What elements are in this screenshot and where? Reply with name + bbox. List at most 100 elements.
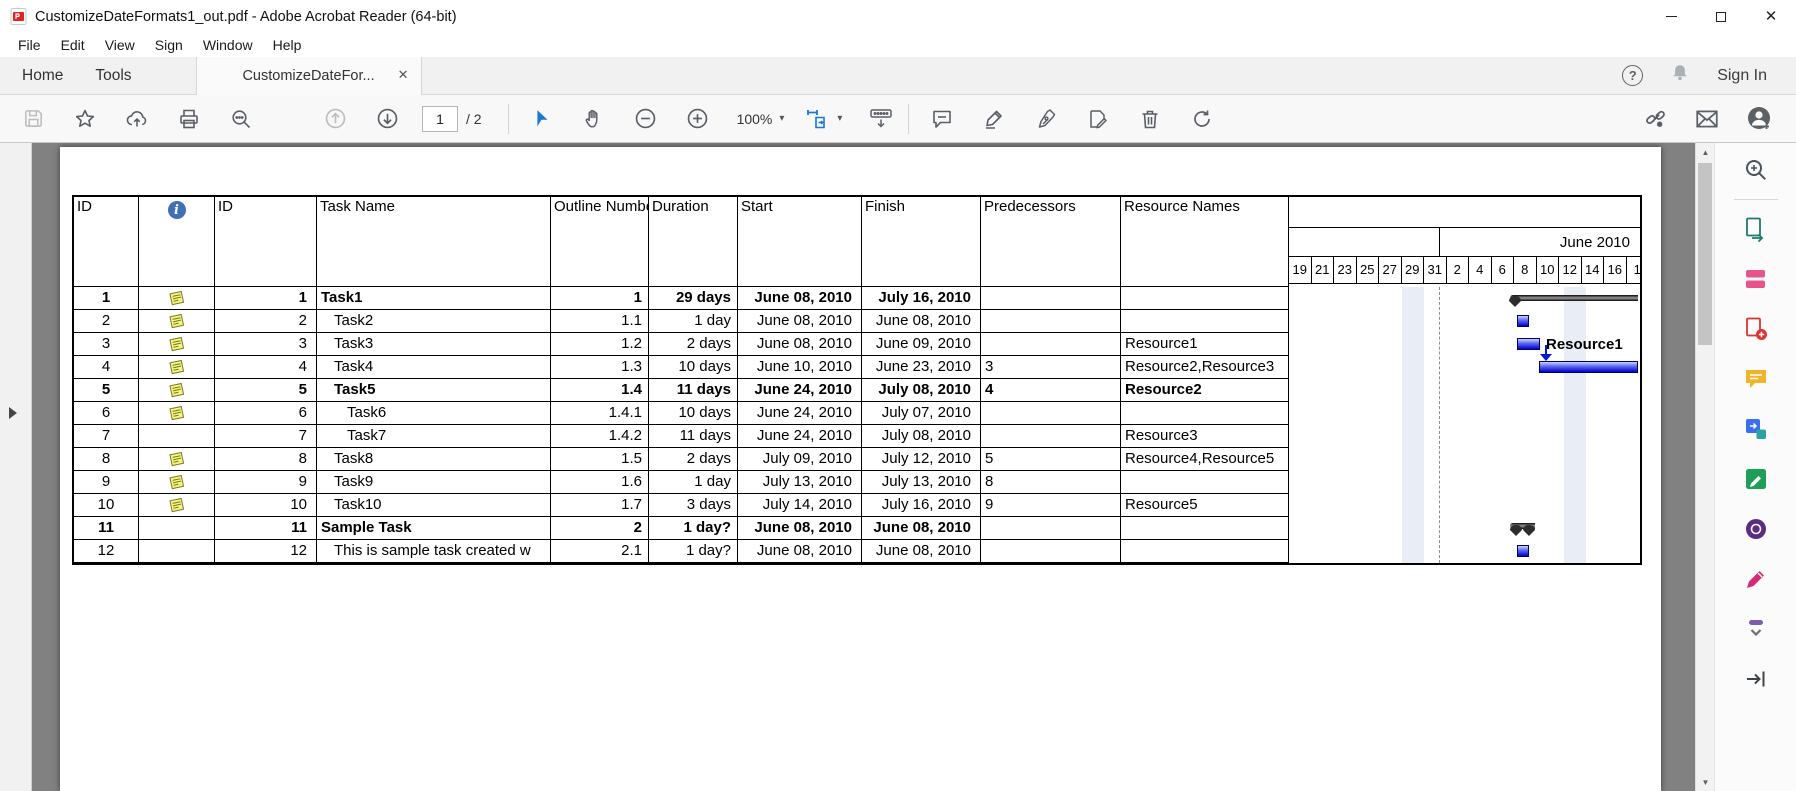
hand-tool-button[interactable] [577,102,611,136]
cell-note [139,517,215,540]
gantt-day-tick: 21 [1312,257,1334,283]
tab-close-icon[interactable]: ✕ [397,66,409,82]
delete-tool-button[interactable] [1133,102,1167,136]
email-button[interactable] [1690,102,1724,136]
menu-help[interactable]: Help [272,37,302,53]
search-tools-icon[interactable] [1741,155,1771,185]
menu-sign[interactable]: Sign [154,37,183,53]
notifications-bell-icon[interactable] [1669,62,1691,89]
cell-duration: 3 days [649,494,738,517]
next-page-button[interactable] [370,102,404,136]
scroll-down-icon[interactable]: ▼ [1701,777,1710,787]
cell-task-id: 10 [215,494,317,517]
minimize-button[interactable] [1646,0,1696,33]
note-icon [168,290,184,306]
cell-resources [1121,471,1289,494]
cell-task-name: Task2 [317,310,551,333]
cell-task-id: 2 [215,310,317,333]
header-start: Start [738,197,862,287]
create-pdf-icon[interactable] [1741,314,1771,344]
cell-row-id: 2 [74,310,139,333]
cell-row-id: 4 [74,356,139,379]
cell-row-id: 5 [74,379,139,402]
previous-page-button[interactable] [318,102,352,136]
organize-pages-icon[interactable] [1741,264,1771,294]
cell-task-name: Task5 [317,379,551,402]
star-favorite-button[interactable] [68,102,102,136]
vertical-scrollbar[interactable]: ▲ ▼ [1695,143,1714,791]
nav-pane-toggle-icon[interactable] [9,407,17,419]
tab-document[interactable]: CustomizeDateFor... ✕ [195,56,422,95]
open-tools-panel-icon[interactable] [1741,664,1771,694]
task-row: 5 5 Task5 1.4 11 days June 24, 2010 July 08, 2… [74,379,1289,402]
zoom-out-button[interactable] [629,102,663,136]
header-predecessors: Predecessors [981,197,1121,287]
maximize-button[interactable] [1696,0,1746,33]
edit-pdf-icon[interactable] [1741,464,1771,494]
highlight-tool-button[interactable] [977,102,1011,136]
page-fit-dropdown[interactable]: ▾ [800,102,846,136]
sign-pen-button[interactable] [1029,102,1063,136]
select-tool-button[interactable] [525,102,559,136]
save-button[interactable] [16,102,50,136]
stamp-badge-icon[interactable] [1741,514,1771,544]
export-pdf-icon[interactable] [1741,214,1771,244]
summary-end-pendant [1523,525,1535,536]
menu-window[interactable]: Window [202,37,253,53]
sign-in-button[interactable]: Sign In [1717,66,1767,84]
menu-view[interactable]: View [104,37,135,53]
fill-sign-icon[interactable] [1741,564,1771,594]
print-button[interactable] [172,102,206,136]
cell-start: June 24, 2010 [738,402,862,425]
read-aloud-button[interactable] [864,102,898,136]
zoom-level-dropdown[interactable]: 100% ▾ [737,111,785,127]
help-icon[interactable]: ? [1622,65,1644,86]
tab-tools[interactable]: Tools [95,66,132,84]
cell-task-id: 3 [215,333,317,356]
cell-task-id: 8 [215,448,317,471]
gantt-header-band [1289,197,1640,228]
gantt-body: Resource1 [1289,287,1640,563]
task-grid-body: 1 1 Task1 1 29 days June 08, 2010 July 16, 201… [74,287,1640,563]
gantt-chart: June 2010 192123252729312468101214161 Re… [1289,197,1640,563]
cell-row-id: 8 [74,448,139,471]
summary-start-pendant [1510,525,1522,536]
scroll-up-icon[interactable]: ▲ [1701,147,1710,157]
task-link-arrow-icon [1540,354,1552,361]
combine-files-icon[interactable] [1741,414,1771,444]
refresh-tool-button[interactable] [1185,102,1219,136]
zoom-in-button[interactable] [681,102,715,136]
cell-note [139,287,215,310]
cell-predecessors: 8 [981,471,1121,494]
cell-predecessors [981,310,1121,333]
page-number-input[interactable]: 1 [422,105,458,132]
more-tools-icon[interactable] [1741,614,1771,644]
cell-resources [1121,517,1289,540]
document-canvas[interactable]: ID i ID Task Name Outline Numbe Duration… [32,143,1695,791]
cell-predecessors [981,402,1121,425]
comment-tool-button[interactable] [925,102,959,136]
tools-panel [1714,143,1796,791]
cell-task-name: Task1 [317,287,551,310]
share-link-button[interactable] [1638,102,1672,136]
cell-task-name: Task10 [317,494,551,517]
cell-task-name: This is sample task created w [317,540,551,563]
cell-outline: 1.7 [551,494,649,517]
menu-file[interactable]: File [18,37,41,53]
menu-edit[interactable]: Edit [60,37,85,53]
cell-finish: June 08, 2010 [862,540,981,563]
search-button[interactable] [224,102,258,136]
user-avatar[interactable] [1742,102,1776,136]
header-id2: ID [215,197,317,287]
scrollbar-thumb[interactable] [1698,163,1712,345]
stamp-tool-button[interactable] [1081,102,1115,136]
upload-cloud-button[interactable] [120,102,154,136]
gantt-day-tick: 10 [1537,257,1559,283]
toolbar-separator [507,103,509,134]
close-button[interactable]: ✕ [1746,0,1796,33]
header-duration: Duration [649,197,738,287]
comment-panel-icon[interactable] [1741,364,1771,394]
task-row: 2 2 Task2 1.1 1 day June 08, 2010 June 08, 201… [74,310,1289,333]
cell-task-name: Sample Task [317,517,551,540]
tab-home[interactable]: Home [22,66,64,84]
